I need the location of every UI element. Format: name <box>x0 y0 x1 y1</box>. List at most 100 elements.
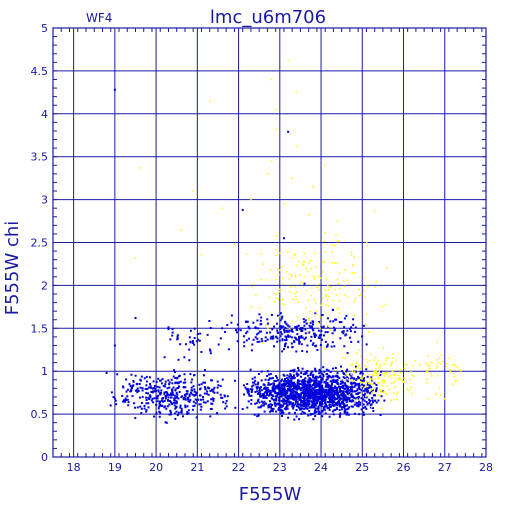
data-point <box>178 375 180 378</box>
data-point <box>250 391 253 393</box>
data-point <box>305 385 307 388</box>
data-point <box>357 377 360 380</box>
data-point <box>365 395 367 398</box>
data-point <box>308 331 311 334</box>
data-point <box>345 386 348 389</box>
data-point <box>317 405 320 408</box>
data-point <box>313 334 316 337</box>
data-point <box>320 372 323 375</box>
data-point <box>280 385 283 388</box>
data-point <box>383 362 386 365</box>
y-tick-label: 4 <box>41 108 48 121</box>
data-point <box>345 396 348 399</box>
data-point <box>265 397 268 399</box>
data-point <box>331 261 334 264</box>
data-point <box>282 380 285 383</box>
data-point <box>236 340 239 343</box>
data-point <box>127 404 130 407</box>
data-point <box>280 317 283 320</box>
data-point <box>138 167 141 169</box>
y-axis-title: F555W chi <box>2 221 23 316</box>
data-point <box>285 392 288 395</box>
data-point <box>276 402 279 405</box>
data-point <box>281 299 283 301</box>
data-point <box>189 373 192 376</box>
data-point <box>167 326 170 329</box>
data-point <box>134 317 137 319</box>
data-point <box>140 401 143 404</box>
data-point <box>251 385 253 388</box>
data-point <box>287 330 290 333</box>
data-point <box>291 391 294 394</box>
data-point <box>266 375 269 377</box>
data-point <box>275 336 278 339</box>
data-point <box>261 393 264 396</box>
data-point <box>283 391 286 394</box>
data-point <box>335 391 338 393</box>
data-point <box>109 404 112 407</box>
data-point <box>303 407 306 410</box>
data-point <box>353 300 356 303</box>
data-point <box>301 410 304 413</box>
data-point <box>302 395 305 398</box>
data-point <box>344 357 346 359</box>
data-point <box>371 397 374 399</box>
data-point <box>321 377 324 380</box>
data-point <box>267 389 270 391</box>
data-point <box>366 383 369 386</box>
data-point <box>315 395 318 398</box>
data-point <box>300 392 303 394</box>
data-point <box>373 359 375 361</box>
data-point <box>125 399 127 402</box>
data-point <box>183 373 186 376</box>
data-point <box>284 321 287 324</box>
data-point <box>274 390 276 393</box>
data-point <box>359 367 361 370</box>
data-point <box>114 399 117 402</box>
data-point <box>312 398 315 401</box>
data-point <box>342 398 345 401</box>
data-point <box>211 398 214 400</box>
data-point <box>163 392 166 395</box>
data-point <box>200 254 203 257</box>
data-point <box>164 380 167 383</box>
data-point <box>183 356 186 359</box>
data-point <box>179 404 182 407</box>
data-point <box>350 385 353 388</box>
data-point <box>367 382 370 385</box>
data-point <box>275 375 277 378</box>
data-point <box>216 386 219 389</box>
data-point <box>326 382 329 385</box>
data-point <box>161 399 163 402</box>
data-point <box>294 411 296 414</box>
data-point <box>216 412 219 415</box>
data-point <box>263 384 266 387</box>
data-point <box>318 396 321 399</box>
data-point <box>314 345 317 348</box>
data-point <box>319 277 322 279</box>
data-point <box>350 340 353 343</box>
data-point <box>260 370 263 373</box>
data-point <box>426 370 428 372</box>
data-point <box>151 391 154 394</box>
data-point <box>340 379 343 381</box>
data-point <box>330 391 333 394</box>
data-point <box>334 381 337 384</box>
data-point <box>330 379 333 382</box>
data-point <box>258 330 261 333</box>
data-point <box>312 376 315 379</box>
data-point <box>168 400 171 402</box>
data-point <box>297 324 300 327</box>
data-point <box>379 414 382 416</box>
data-point <box>159 404 162 406</box>
data-point <box>178 385 181 388</box>
data-point <box>356 404 359 407</box>
data-point <box>356 396 359 399</box>
data-point <box>177 358 180 361</box>
data-point <box>145 402 148 405</box>
data-point <box>399 369 401 371</box>
data-point <box>145 409 148 412</box>
data-point <box>296 333 299 336</box>
data-point <box>355 377 358 380</box>
data-point <box>277 298 279 301</box>
